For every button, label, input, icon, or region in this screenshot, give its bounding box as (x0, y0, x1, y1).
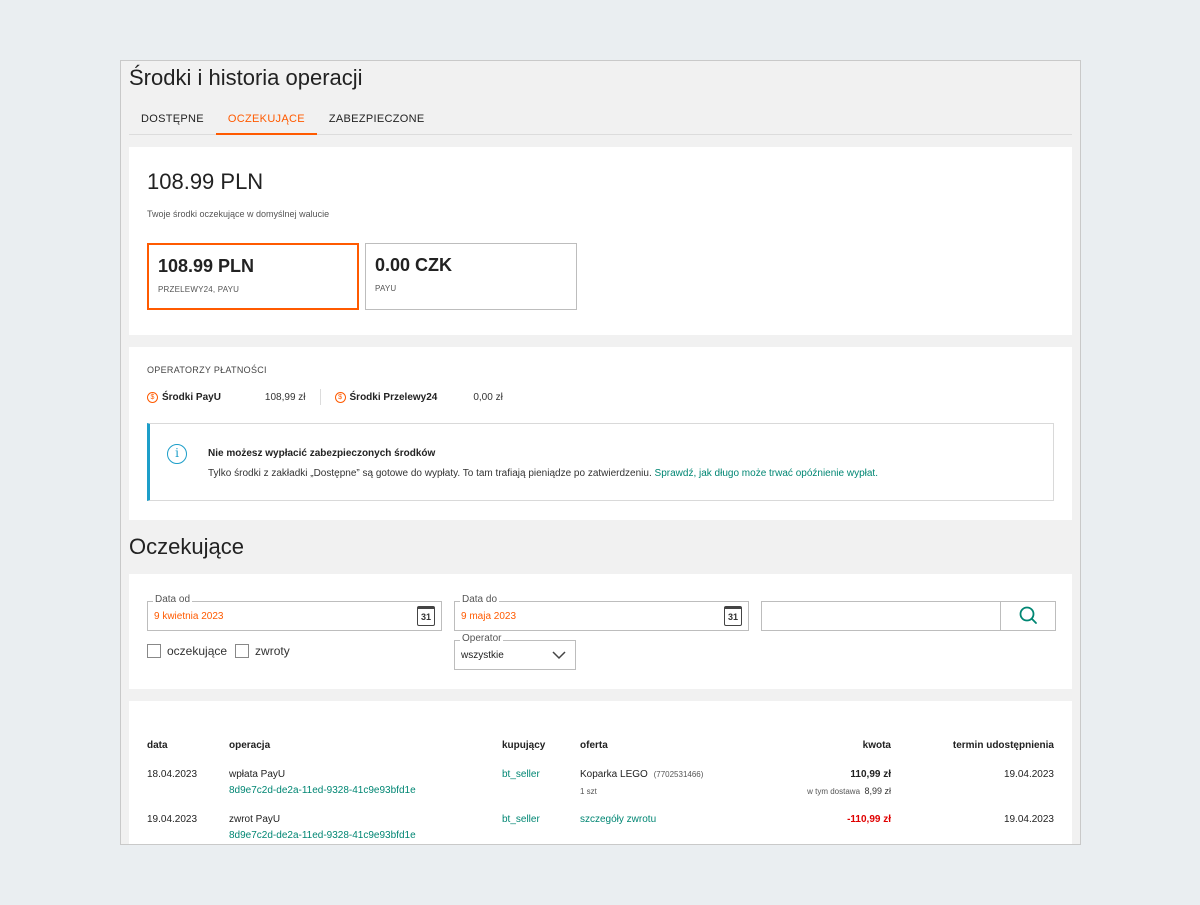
info-message: i Nie możesz wypłacić zabezpieczonych śr… (147, 423, 1054, 501)
row-delivery: w tym dostawa 8,99 zł (807, 786, 891, 796)
funds-window: Środki i historia operacji DOSTĘPNE OCZE… (120, 60, 1081, 845)
row-operation: wpłata PayU (229, 769, 286, 780)
section-title: Oczekujące (129, 534, 244, 559)
operations-table: data operacja kupujący oferta kwota term… (129, 701, 1072, 844)
date-to-label: Data do (460, 594, 500, 605)
currency-box-pln[interactable]: 108.99 PLN PRZELEWY24, PAYU (147, 243, 359, 310)
currency-amount: 0.00 CZK (375, 255, 453, 275)
tab-available[interactable]: DOSTĘPNE (141, 113, 204, 125)
search-input[interactable] (762, 602, 1000, 630)
tab-pending[interactable]: OCZEKUJĄCE (215, 105, 317, 135)
operator-value-payu: 108,99 zł (264, 391, 306, 403)
currency-amount: 108.99 PLN (158, 256, 255, 276)
header-amount: kwota (862, 740, 891, 751)
operators-label: OPERATORZY PŁATNOŚCI (147, 365, 267, 375)
payout-delay-link[interactable]: Sprawdź, jak długo może trwać opóźnienie… (654, 468, 878, 479)
header-operation: operacja (229, 740, 271, 751)
header-release: termin udostępnienia (952, 740, 1054, 751)
info-icon: i (167, 444, 187, 464)
returns-checkbox[interactable] (235, 644, 250, 658)
header-date: data (147, 740, 168, 751)
info-body: Tylko środki z zakładki „Dostępne” są go… (208, 468, 655, 479)
row-amount: 110,99 zł (850, 769, 891, 780)
row-amount: -110,99 zł (847, 814, 891, 825)
search-icon (1019, 606, 1037, 624)
search-button[interactable] (1000, 602, 1055, 630)
date-to-value: 9 maja 2023 (461, 611, 517, 622)
row-offer-qty: 1 szt (580, 787, 597, 796)
row-offer-name[interactable]: Koparka LEGO (580, 769, 648, 780)
currency-box-czk[interactable]: 0.00 CZK PAYU (365, 243, 577, 310)
row-operation: zwrot PayU (229, 814, 281, 825)
calendar-icon[interactable]: 31 (724, 606, 742, 626)
operator-select-value: wszystkie (461, 650, 504, 661)
operator-value-przelewy24: 0,00 zł (473, 391, 503, 403)
row-buyer-link[interactable]: bt_seller (502, 769, 540, 780)
info-text: Tylko środki z zakładki „Dostępne” są go… (208, 468, 878, 479)
currency-operators: PAYU (375, 284, 397, 293)
type-filters: oczekujące zwroty (147, 644, 298, 658)
date-from-value: 9 kwietnia 2023 (154, 611, 224, 622)
tab-secured[interactable]: ZABEZPIECZONE (328, 113, 425, 125)
pending-checkbox[interactable] (147, 644, 161, 658)
divider (319, 389, 321, 405)
filters-card: Data od 9 kwietnia 2023 31 Data do 9 maj… (129, 574, 1072, 689)
chevron-down-icon (552, 651, 566, 660)
calendar-icon[interactable]: 31 (417, 606, 435, 626)
total-subtitle: Twoje środki oczekujące w domyślnej walu… (147, 209, 330, 219)
row-buyer-link[interactable]: bt_seller (502, 814, 540, 825)
tab-bar: DOSTĘPNE OCZEKUJĄCE ZABEZPIECZONE (129, 105, 1072, 135)
pending-checkbox-label[interactable]: oczekujące (167, 644, 228, 658)
header-buyer: kupujący (502, 740, 546, 751)
row-delivery-label: w tym dostawa (807, 787, 861, 796)
date-from-field[interactable]: Data od 9 kwietnia 2023 31 (147, 594, 442, 631)
summary-card: 108.99 PLN Twoje środki oczekujące w dom… (129, 147, 1072, 335)
date-to-field[interactable]: Data do 9 maja 2023 31 (454, 594, 749, 631)
row-date: 18.04.2023 (147, 769, 198, 780)
row-release-date: 19.04.2023 (1003, 769, 1054, 780)
operator-name-payu: Środki PayU (162, 391, 221, 403)
operators-card: OPERATORZY PŁATNOŚCI $ Środki PayU 108,9… (129, 347, 1072, 520)
currency-operators: PRZELEWY24, PAYU (158, 285, 240, 294)
page-title: Środki i historia operacji (129, 65, 363, 90)
return-details-link[interactable]: szczegóły zwrotu (580, 814, 657, 825)
operator-name-przelewy24: Środki Przelewy24 (349, 391, 438, 403)
coin-icon: $ (147, 391, 158, 403)
header-offer: oferta (580, 740, 608, 751)
row-release-date: 19.04.2023 (1003, 814, 1054, 825)
coin-icon: $ (334, 391, 346, 403)
row-offer-id: (7702531466) (653, 770, 704, 779)
operator-select[interactable]: Operator wszystkie (454, 633, 576, 670)
row-operation-id-link[interactable]: 8d9e7c2d-de2a-11ed-9328-41c9e93bfd1e (229, 830, 416, 841)
returns-checkbox-label[interactable]: zwroty (255, 644, 290, 658)
row-delivery-value: 8,99 zł (864, 786, 891, 796)
row-offer: Koparka LEGO (7702531466) (580, 769, 703, 780)
search-box (761, 601, 1056, 631)
row-operation-id-link[interactable]: 8d9e7c2d-de2a-11ed-9328-41c9e93bfd1e (229, 785, 416, 796)
date-from-label: Data od (153, 594, 193, 605)
row-date: 19.04.2023 (147, 814, 198, 825)
operators-list: $ Środki PayU 108,99 zł $ Środki Przelew… (147, 389, 503, 405)
total-amount: 108.99 PLN (147, 169, 264, 194)
operator-select-label: Operator (460, 633, 504, 644)
info-title: Nie możesz wypłacić zabezpieczonych środ… (208, 448, 436, 459)
